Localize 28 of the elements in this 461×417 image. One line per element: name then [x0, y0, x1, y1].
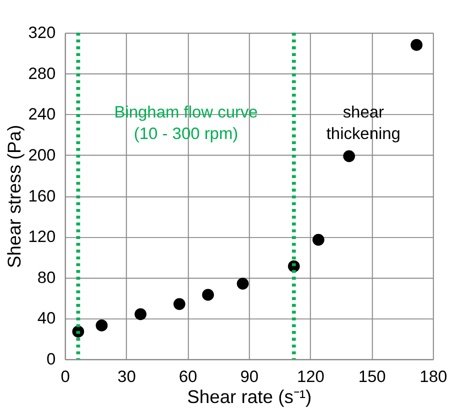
y-tick-label: 320 [28, 24, 56, 42]
annotation: Bingham flow curve (10 - 300 rpm) [114, 104, 258, 143]
point [410, 39, 422, 51]
point [134, 308, 146, 320]
x-tick-label: 150 [358, 368, 386, 386]
x-tick-label: 90 [240, 368, 259, 386]
x-tick-label: 60 [178, 368, 198, 386]
y-tick-label: 280 [28, 64, 56, 83]
x-tick-label: 30 [118, 368, 136, 386]
y-tick-label: 80 [37, 268, 56, 287]
point [343, 150, 356, 162]
point [312, 234, 324, 246]
y-tick-label: 40 [37, 310, 56, 328]
point [202, 288, 214, 301]
x-axis-title: Shear rate (s⁻¹) [187, 386, 312, 408]
y-tick-label: 160 [28, 187, 56, 206]
point [236, 278, 249, 290]
point [96, 320, 108, 332]
y-tick-label: 200 [28, 146, 56, 164]
y-tick-label: 0 [46, 350, 56, 368]
x-tick-label: 180 [420, 368, 448, 386]
y-tick-label: 120 [28, 228, 56, 246]
point [173, 298, 186, 310]
x-tick-label: 0 [60, 368, 70, 386]
annotation: shear thickening [326, 104, 400, 143]
y-tick-label: 240 [28, 106, 56, 124]
y-axis-title: Shear stress (Pa) [3, 124, 24, 268]
x-tick-label: 120 [296, 368, 324, 386]
